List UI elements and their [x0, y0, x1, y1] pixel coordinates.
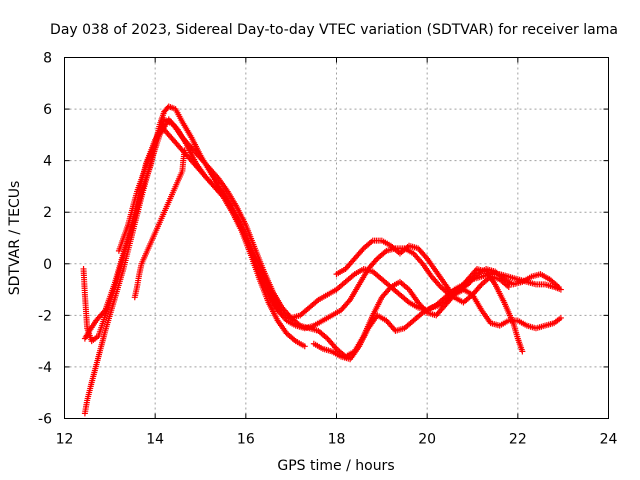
data-point	[555, 283, 562, 290]
data-point	[181, 147, 188, 154]
data-point	[519, 348, 526, 355]
x-tick-label: 18	[328, 432, 346, 448]
x-tick-labels: 12 14 16 18 20 22 24	[56, 432, 618, 448]
y-tick-label: -6	[38, 412, 52, 428]
data-point	[301, 343, 308, 350]
x-tick-label: 24	[600, 432, 618, 448]
y-tick-labels: -6 -4 -2 0 2 4 6 8	[38, 51, 52, 428]
series-sat-d	[115, 116, 564, 360]
y-axis-label: SDTVAR / TECUs	[7, 181, 23, 296]
x-tick-label: 14	[146, 432, 164, 448]
data-point	[505, 283, 512, 290]
series-sat-e	[310, 265, 562, 363]
y-tick-label: 0	[43, 257, 52, 273]
x-tick-label: 22	[509, 432, 527, 448]
y-tick-label: -4	[38, 360, 52, 376]
chart-title: Day 038 of 2023, Sidereal Day-to-day VTE…	[50, 22, 618, 38]
grid-lines	[64, 57, 609, 419]
x-tick-label: 20	[418, 432, 436, 448]
series-sat-f	[333, 237, 512, 306]
y-tick-label: 6	[43, 102, 52, 118]
x-tick-label: 12	[56, 432, 74, 448]
series-sat-g	[131, 147, 188, 301]
x-axis-label: GPS time / hours	[277, 458, 394, 474]
data-point	[557, 314, 564, 321]
y-tick-label: 8	[43, 51, 52, 67]
y-tick-label: 2	[43, 205, 52, 221]
y-tick-label: -2	[38, 308, 52, 324]
x-tick-label: 16	[237, 432, 255, 448]
data-marks	[80, 103, 564, 417]
axis-ticks	[64, 57, 609, 419]
y-tick-label: 4	[43, 154, 52, 170]
